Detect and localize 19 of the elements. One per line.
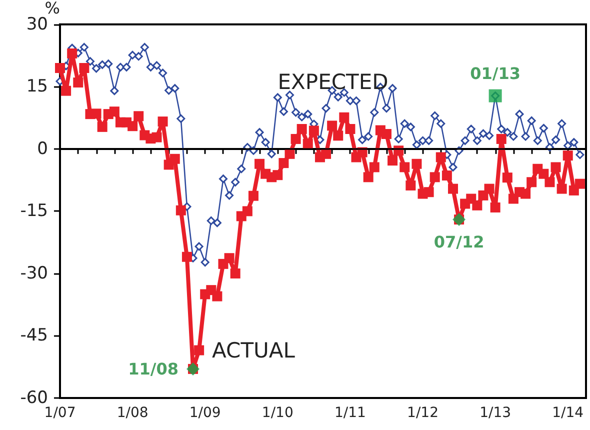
x-tick-label: 1/08 — [116, 405, 148, 421]
x-tick-label: 1/07 — [44, 405, 76, 421]
x-tick-label: 1/10 — [262, 405, 294, 421]
x-tick-label: 1/09 — [189, 405, 221, 421]
y-tick-label: -45 — [20, 326, 48, 346]
y-tick-label: -30 — [20, 263, 48, 284]
x-tick-label: 1/11 — [334, 405, 366, 421]
annotation: 11/08 — [128, 359, 179, 378]
annotation: 07/12 — [434, 232, 484, 252]
y-tick-label: -60 — [20, 388, 48, 408]
annotation: 01/13 — [470, 64, 520, 83]
y-tick-label: 15 — [26, 76, 48, 97]
x-tick-label: 1/14 — [552, 405, 584, 421]
series-label: EXPECTED — [278, 70, 388, 94]
x-tick-label: 1/12 — [407, 405, 438, 421]
x-tick-label: 1/13 — [480, 405, 512, 421]
series-label: ACTUAL — [212, 338, 296, 362]
y-tick-label: -15 — [20, 201, 48, 222]
y-tick-label: 0 — [37, 138, 48, 159]
